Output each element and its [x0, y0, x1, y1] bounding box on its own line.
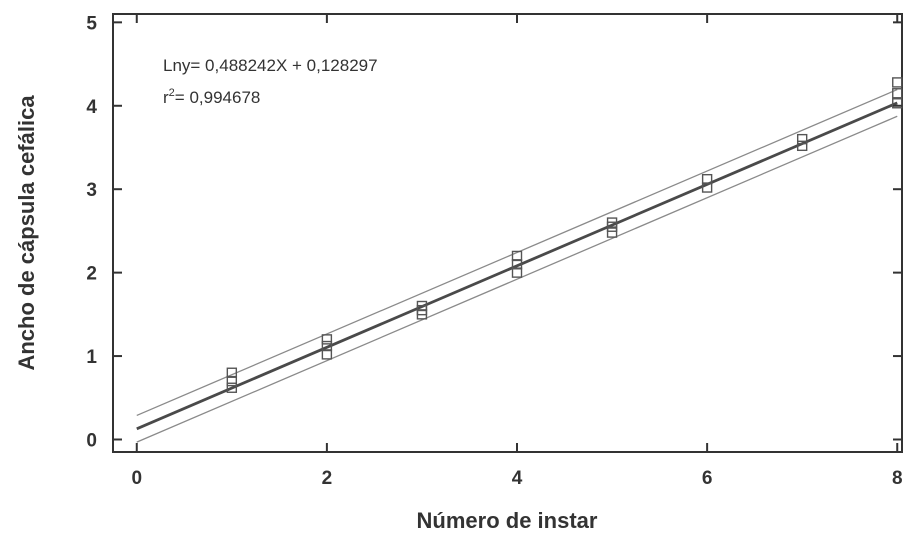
data-points: [226, 77, 903, 393]
data-point: [796, 133, 808, 145]
data-point: [321, 334, 333, 345]
y-axis-ticks: 0 1 2 3 4 5: [86, 13, 902, 451]
y-tick-label: 2: [86, 264, 97, 285]
upper-confidence-line: [136, 88, 898, 417]
data-point: [226, 382, 238, 393]
data-point: [226, 375, 238, 387]
data-point: [892, 88, 903, 99]
data-point: [321, 349, 333, 360]
y-tick-label: 5: [86, 13, 97, 34]
r-squared-prefix: r: [163, 88, 169, 107]
y-tick-label: 3: [86, 180, 97, 201]
y-tick-label: 4: [86, 97, 97, 118]
r-squared-value: = 0,994678: [175, 88, 261, 107]
data-point: [892, 98, 903, 109]
lower-confidence-line: [136, 115, 898, 443]
x-tick-label: 2: [322, 468, 333, 489]
data-point: [511, 267, 523, 278]
plot-frame: [112, 13, 903, 453]
data-point: [416, 309, 428, 320]
confidence-band: [136, 88, 898, 443]
data-point: [606, 221, 618, 232]
data-point: [701, 182, 713, 193]
data-point: [796, 140, 808, 152]
y-tick-label: 0: [86, 430, 97, 451]
data-point: [892, 77, 903, 88]
x-tick-label: 6: [702, 468, 713, 489]
x-axis-ticks: 0 2 4 6 8: [131, 14, 903, 489]
y-tick-label: 1: [86, 347, 97, 368]
regression-line: [136, 101, 898, 431]
x-tick-label: 4: [512, 468, 523, 489]
y-axis-title: Ancho de cápsula cefálica: [14, 95, 39, 371]
r-squared-annotation: r2= 0,994678: [163, 87, 260, 107]
equation-annotation: Lny= 0,488242X + 0,128297: [163, 56, 378, 75]
x-axis-title: Número de instar: [417, 508, 598, 533]
fit-line: [136, 101, 898, 431]
data-point: [606, 227, 618, 238]
x-tick-label: 8: [892, 468, 903, 489]
x-tick-label: 0: [131, 468, 142, 489]
r-squared-superscript: 2: [169, 87, 175, 99]
